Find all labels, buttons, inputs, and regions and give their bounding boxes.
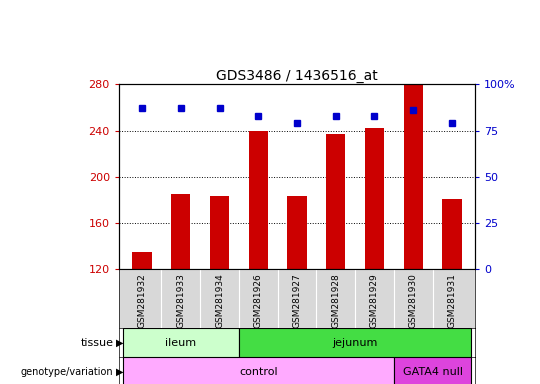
Bar bbox=[326, 134, 346, 269]
Bar bbox=[132, 252, 152, 269]
Text: tissue: tissue bbox=[80, 338, 113, 348]
Text: genotype/variation: genotype/variation bbox=[21, 366, 113, 377]
Text: GSM281932: GSM281932 bbox=[138, 273, 146, 328]
Bar bbox=[365, 128, 384, 269]
Bar bbox=[123, 328, 239, 357]
Bar bbox=[239, 328, 471, 357]
Bar bbox=[287, 196, 307, 269]
Text: GSM281928: GSM281928 bbox=[331, 273, 340, 328]
Text: ▶: ▶ bbox=[116, 338, 124, 348]
Bar bbox=[248, 131, 268, 269]
Text: GSM281930: GSM281930 bbox=[409, 273, 418, 328]
Bar bbox=[442, 199, 462, 269]
Bar bbox=[171, 194, 191, 269]
Text: GSM281931: GSM281931 bbox=[448, 273, 456, 328]
Text: GSM281929: GSM281929 bbox=[370, 273, 379, 328]
Title: GDS3486 / 1436516_at: GDS3486 / 1436516_at bbox=[216, 70, 378, 83]
Text: GSM281927: GSM281927 bbox=[293, 273, 301, 328]
Text: GSM281934: GSM281934 bbox=[215, 273, 224, 328]
Bar bbox=[403, 84, 423, 269]
Bar bbox=[210, 196, 229, 269]
Text: GSM281933: GSM281933 bbox=[176, 273, 185, 328]
Text: GSM281926: GSM281926 bbox=[254, 273, 263, 328]
Text: ileum: ileum bbox=[165, 338, 197, 348]
Text: jejunum: jejunum bbox=[333, 338, 378, 348]
Bar bbox=[394, 357, 471, 384]
Text: GATA4 null: GATA4 null bbox=[403, 366, 463, 377]
Bar bbox=[123, 357, 394, 384]
Text: ▶: ▶ bbox=[116, 366, 124, 377]
Text: control: control bbox=[239, 366, 278, 377]
